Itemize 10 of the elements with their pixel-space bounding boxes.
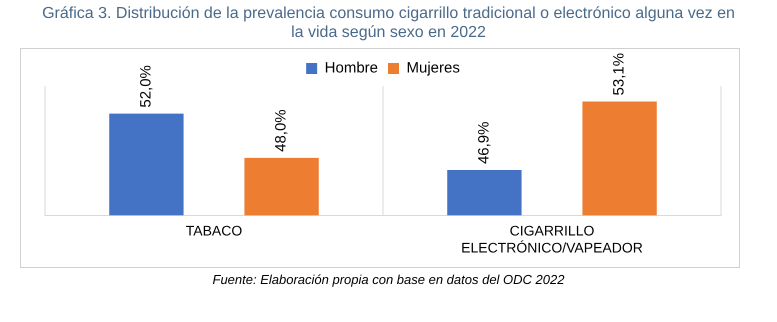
legend-label: Hombre: [324, 60, 378, 77]
data-label: 52,0%: [138, 65, 155, 108]
source-note: Fuente: Elaboración propia con base en datos del ODC 2022: [212, 272, 566, 287]
x-tick-label: CIGARRILLO ELECTRÓNICO/VAPEADOR: [461, 222, 643, 256]
chart-title: Gráfica 3. Distribución de la prevalencia consumo cigarrillo tradicional o electrónico alguna vez en la vida según sexo en 2022: [41, 4, 736, 42]
x-tick-label: TABACO: [186, 222, 242, 239]
data-label: 46,9%: [476, 122, 493, 164]
data-label: 53,1%: [610, 52, 628, 96]
data-label: 48,0%: [272, 109, 290, 152]
legend-label: Mujeres: [406, 60, 460, 77]
